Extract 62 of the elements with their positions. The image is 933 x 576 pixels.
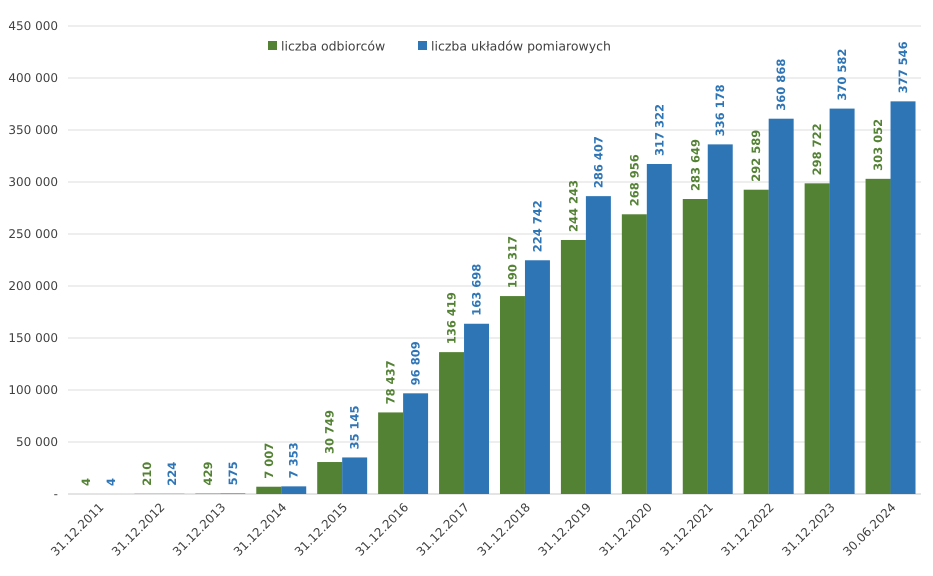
bar	[744, 190, 769, 494]
bar	[464, 324, 490, 494]
data-label: 429	[200, 462, 215, 486]
data-label: 163 698	[470, 264, 484, 316]
bar	[804, 183, 830, 494]
data-label: 360 868	[774, 58, 788, 111]
bar	[500, 296, 525, 494]
bar	[708, 144, 733, 494]
data-label: 224	[164, 462, 179, 486]
data-label: 30 749	[322, 410, 337, 454]
data-label: 96 809	[408, 341, 423, 386]
bar	[586, 196, 611, 494]
data-label: 370 582	[835, 48, 850, 101]
data-label: 35 145	[348, 405, 362, 450]
legend-label: liczba układów pomiarowych	[431, 38, 611, 54]
bar	[403, 393, 428, 494]
y-tick-label: 400 000	[8, 71, 58, 86]
data-label: 224 742	[530, 200, 544, 252]
bar	[890, 101, 916, 494]
bar	[768, 118, 794, 494]
data-label: 4	[104, 478, 118, 486]
bar	[317, 462, 342, 494]
bar	[830, 108, 855, 494]
data-label: 336 178	[713, 84, 728, 136]
data-label: 303 052	[871, 118, 886, 171]
y-tick-label: 450 000	[8, 19, 58, 34]
data-label: 292 589	[749, 130, 764, 182]
y-tick-label: 250 000	[8, 227, 58, 242]
bar	[560, 240, 586, 494]
bar	[342, 457, 368, 494]
data-label: 268 956	[627, 154, 642, 206]
data-label: 377 546	[896, 41, 910, 94]
data-label: 317 322	[652, 104, 666, 156]
y-tick-label: 150 000	[8, 331, 58, 346]
bar	[682, 199, 708, 494]
data-label: 283 649	[688, 138, 702, 192]
bar	[524, 260, 550, 494]
data-label: 190 317	[505, 236, 520, 288]
y-tick-label: 350 000	[8, 123, 58, 138]
data-label: 4	[78, 478, 93, 486]
data-label: 136 419	[444, 292, 459, 344]
y-tick-label: 300 000	[8, 175, 58, 190]
bar	[378, 412, 404, 494]
data-label: 7 007	[262, 442, 276, 479]
y-tick-label: 200 000	[8, 279, 58, 294]
data-label: 286 407	[591, 136, 606, 188]
bar	[439, 352, 464, 494]
data-label: 575	[226, 461, 240, 486]
data-label: 7 353	[286, 442, 301, 478]
y-tick-label: -	[54, 487, 58, 502]
bar	[866, 178, 891, 494]
data-label: 244 243	[566, 180, 580, 232]
bar	[622, 214, 647, 494]
y-tick-label: 50 000	[16, 435, 58, 450]
bar	[256, 486, 282, 494]
bar	[281, 486, 306, 494]
legend-label: liczba odbiorców	[281, 38, 386, 54]
data-label: 298 722	[810, 123, 824, 176]
bar	[646, 164, 672, 494]
data-label: 78 437	[384, 360, 398, 404]
data-label: 210	[140, 462, 154, 486]
y-tick-label: 100 000	[8, 383, 58, 398]
